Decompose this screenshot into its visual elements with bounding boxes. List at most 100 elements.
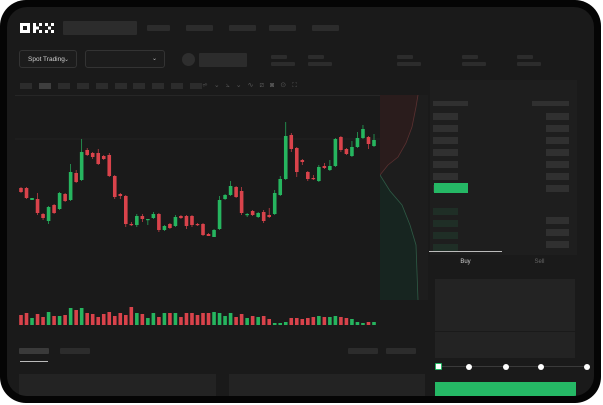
nav-item[interactable] — [269, 25, 296, 31]
chevron-down-icon[interactable]: ⌄ — [235, 82, 248, 89]
filter-button[interactable] — [348, 348, 378, 354]
tab-buy[interactable]: Buy — [460, 259, 471, 265]
wave-icon[interactable]: ∿ — [247, 82, 260, 89]
volume-bar — [361, 323, 365, 325]
candle-body — [68, 172, 73, 200]
orderbook-price-cell[interactable] — [433, 113, 458, 120]
volume-bar — [217, 313, 222, 325]
candle-body — [217, 200, 222, 229]
orderbook-price-cell[interactable] — [433, 244, 458, 251]
chevron-down-icon[interactable]: ⌄ — [213, 82, 226, 89]
candle-body — [344, 149, 349, 154]
indicator-icon[interactable]: ⩫ — [202, 82, 214, 89]
slider-handle[interactable] — [435, 363, 442, 370]
filter-button[interactable] — [386, 348, 416, 354]
orderbook-header-price — [433, 101, 468, 106]
timeframe-button[interactable] — [20, 83, 32, 89]
timeframe-button[interactable] — [133, 83, 145, 89]
tab-open-orders[interactable] — [19, 348, 49, 354]
ruler-icon[interactable]: ⧄ — [259, 82, 270, 89]
drawing-tools[interactable]: ⩫⌄⦣⌄∿⧄◙⊙⛶ — [202, 81, 303, 90]
nav-item[interactable] — [312, 25, 339, 31]
candle-body — [267, 215, 272, 217]
slider-stop-100[interactable] — [584, 364, 590, 370]
orderbook-price-cell[interactable] — [433, 208, 458, 215]
volume-bar — [79, 308, 84, 325]
volume-bar — [272, 323, 277, 325]
volume-bar — [328, 317, 332, 325]
candle-body — [306, 172, 310, 179]
settings-icon[interactable]: ⊙ — [280, 82, 293, 89]
trend-line-icon[interactable]: ⦣ — [225, 82, 236, 89]
timeframe-button[interactable] — [58, 83, 70, 89]
search-box[interactable] — [63, 21, 137, 35]
candle-body — [261, 212, 266, 221]
candle-body — [228, 186, 233, 195]
slider-stop-25[interactable] — [466, 364, 472, 370]
pair-select[interactable]: ⌄ — [85, 50, 165, 68]
volume-bar — [19, 315, 23, 325]
orderbook-price-cell[interactable] — [433, 149, 458, 156]
amount-input[interactable] — [435, 305, 575, 331]
okx-logo[interactable] — [20, 23, 57, 33]
bottom-card — [19, 374, 216, 396]
fullscreen-icon[interactable]: ⛶ — [292, 82, 303, 89]
candle-body — [107, 155, 112, 176]
orderbook-price-cell[interactable] — [433, 232, 458, 239]
total-input[interactable] — [435, 332, 575, 358]
tab-order-history[interactable] — [60, 348, 90, 354]
timeframe-button[interactable] — [39, 83, 51, 89]
timeframe-button[interactable] — [115, 83, 127, 89]
volume-bar — [24, 313, 29, 325]
volume-bar — [228, 313, 233, 325]
timeframe-button[interactable] — [190, 83, 202, 89]
orderbook-price-cell[interactable] — [433, 173, 458, 180]
candle-body — [157, 214, 161, 230]
volume-bar — [123, 315, 128, 325]
candle-body — [135, 216, 139, 225]
trade-type-select[interactable]: Spot Trading ⌄ — [19, 50, 77, 68]
stat-value — [271, 62, 295, 66]
candle-body — [190, 216, 194, 225]
volume-bar — [52, 316, 56, 325]
volume-bar — [90, 314, 95, 325]
orderbook-header-amount — [532, 101, 569, 106]
volume-bar — [195, 315, 200, 325]
candle-body — [300, 160, 305, 162]
price-input[interactable] — [435, 279, 575, 305]
volume-bar — [322, 317, 327, 325]
orderbook-price-cell[interactable] — [433, 161, 458, 168]
tab-sell[interactable]: Sell — [534, 259, 545, 265]
volume-bar — [234, 317, 238, 325]
orderbook-price-cell[interactable] — [433, 220, 458, 227]
timeframe-button[interactable] — [96, 83, 108, 89]
candle-body — [366, 137, 371, 144]
volume-bar — [57, 316, 62, 325]
orderbook-price-cell[interactable] — [433, 125, 458, 132]
candle-body — [63, 194, 67, 201]
candlestick-chart[interactable] — [15, 95, 381, 330]
candle-body — [212, 230, 216, 237]
orderbook-amount-cell — [546, 217, 569, 224]
volume-bar — [201, 313, 205, 325]
volume-bar — [63, 315, 67, 325]
candle-body — [239, 191, 244, 213]
active-tab-underline — [429, 251, 502, 252]
volume-bar — [311, 317, 316, 325]
camera-icon[interactable]: ◙ — [269, 82, 281, 89]
amount-slider[interactable] — [439, 366, 589, 367]
timeframe-button[interactable] — [77, 83, 89, 89]
buy-submit-button[interactable] — [435, 382, 576, 396]
nav-item[interactable] — [229, 25, 256, 31]
nav-item[interactable] — [186, 25, 213, 31]
volume-bar — [35, 314, 40, 325]
bottom-card — [229, 374, 425, 396]
slider-stop-50[interactable] — [503, 364, 509, 370]
candle-body — [123, 196, 128, 224]
timeframe-button[interactable] — [152, 83, 164, 89]
slider-stop-75[interactable] — [538, 364, 544, 370]
nav-item[interactable] — [147, 25, 170, 31]
chevron-down-icon: ⌄ — [63, 57, 69, 63]
orderbook-price-cell[interactable] — [433, 137, 458, 144]
timeframe-button[interactable] — [171, 83, 183, 89]
